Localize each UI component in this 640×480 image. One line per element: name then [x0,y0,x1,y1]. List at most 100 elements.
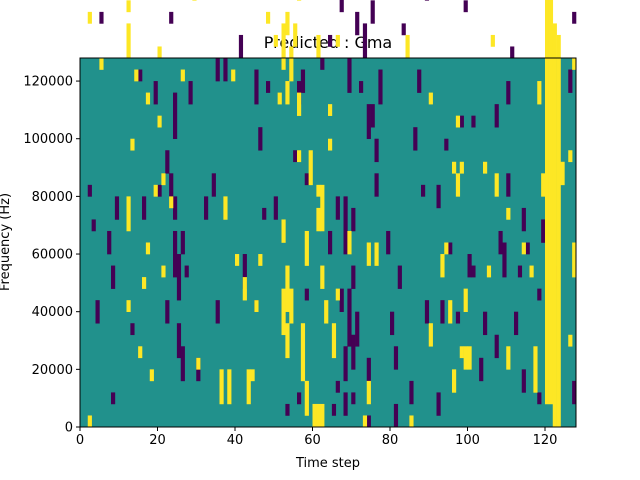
high-cell-12 [126,300,131,312]
low-cell-59 [285,403,290,416]
y-tick-label-120000: 120000 [23,75,73,90]
high-cell-66 [297,92,302,116]
low-cell-161 [572,11,577,24]
high-cell-126 [486,265,492,278]
high-cell-62 [297,0,302,1]
low-cell-13 [114,196,120,220]
high-cell-65 [304,380,309,416]
high-cell-70 [308,150,313,186]
high-cell-24 [157,46,162,59]
high-cell-13 [126,23,131,59]
high-cell-95 [335,34,340,47]
low-cell-111 [401,23,406,36]
high-cell-26 [157,115,162,128]
high-cell-111 [440,254,445,278]
high-cell-78 [320,403,325,428]
low-cell-41 [211,173,216,197]
low-cell-85 [351,265,356,289]
high-cell-16 [134,69,139,82]
low-cell-10 [107,230,112,255]
high-cell-101 [374,242,379,266]
high-cell-115 [452,369,457,393]
high-cell-94 [335,288,340,301]
high-cell-55 [289,288,294,324]
low-cell-99 [374,138,379,163]
high-cell-34 [192,0,197,1]
low-cell-95 [370,0,375,24]
high-cell-14 [130,138,135,151]
high-cell-130 [506,207,511,220]
high-cell-63 [300,323,306,382]
y-tick-label-60000: 60000 [32,248,73,263]
low-cell-106 [393,403,399,428]
high-cell-21 [149,369,154,382]
low-cell-147 [514,311,519,336]
high-cell-39 [231,69,236,82]
low-cell-47 [242,254,247,289]
low-cell-11 [111,265,116,289]
low-cell-83 [351,392,356,405]
low-cell-24 [165,300,170,324]
low-cell-163 [572,380,577,405]
low-cell-149 [521,369,526,393]
high-cell-119 [459,161,464,174]
low-cell-19 [138,69,143,82]
low-cell-94 [366,357,371,382]
low-cell-90 [359,81,364,93]
high-cell-131 [521,242,526,255]
high-cell-20 [145,92,151,105]
low-cell-98 [370,104,375,128]
low-cell-56 [266,81,271,93]
low-cell-160 [568,69,573,93]
high-cell-76 [312,403,317,428]
low-cell-44 [223,58,228,82]
high-cell-99 [366,242,371,266]
x-tick-label-0: 0 [76,433,84,448]
high-cell-106 [409,415,414,428]
low-cell-125 [444,138,449,151]
high-cell-2 [99,58,104,70]
high-cell-60 [293,23,298,47]
low-cell-33 [180,230,185,255]
low-cell-23 [157,184,162,197]
high-cell-41 [242,277,247,301]
low-cell-134 [479,357,484,382]
high-cell-28 [161,173,166,186]
low-cell-132 [471,115,476,128]
low-cell-30 [173,196,178,220]
low-cell-82 [351,334,356,370]
low-cell-25 [165,150,170,174]
high-cell-81 [320,184,325,232]
high-cell-27 [161,265,166,278]
high-cell-82 [320,265,325,289]
low-cell-140 [494,334,499,359]
high-cell-53 [281,219,286,243]
high-cell-54 [285,323,290,359]
high-cell-38 [227,369,232,405]
low-cell-5 [91,219,96,232]
high-cell-118 [459,346,464,359]
low-cell-143 [502,242,507,278]
x-tick-label-60: 60 [304,433,321,448]
low-cell-22 [153,81,158,105]
low-cell-127 [455,311,461,324]
high-cell-43 [246,369,251,405]
y-tick-label-100000: 100000 [23,132,73,147]
high-cell-96 [347,230,352,255]
high-cell-125 [483,161,488,174]
high-cell-109 [428,323,433,347]
low-cell-51 [258,127,263,151]
high-cell-40 [235,254,240,266]
high-cell-151 [572,242,577,278]
low-cell-54 [262,207,267,220]
low-cell-68 [328,230,333,255]
low-cell-31 [176,323,182,359]
low-cell-103 [386,230,391,255]
low-cell-75 [339,0,344,13]
low-cell-141 [494,104,499,128]
y-axis: 0 20000 40000 60000 80000 100000 120000 [23,75,80,436]
low-cell-108 [397,265,402,289]
high-cell-112 [444,242,449,255]
high-cell-114 [452,161,457,174]
high-cell-113 [448,300,453,324]
